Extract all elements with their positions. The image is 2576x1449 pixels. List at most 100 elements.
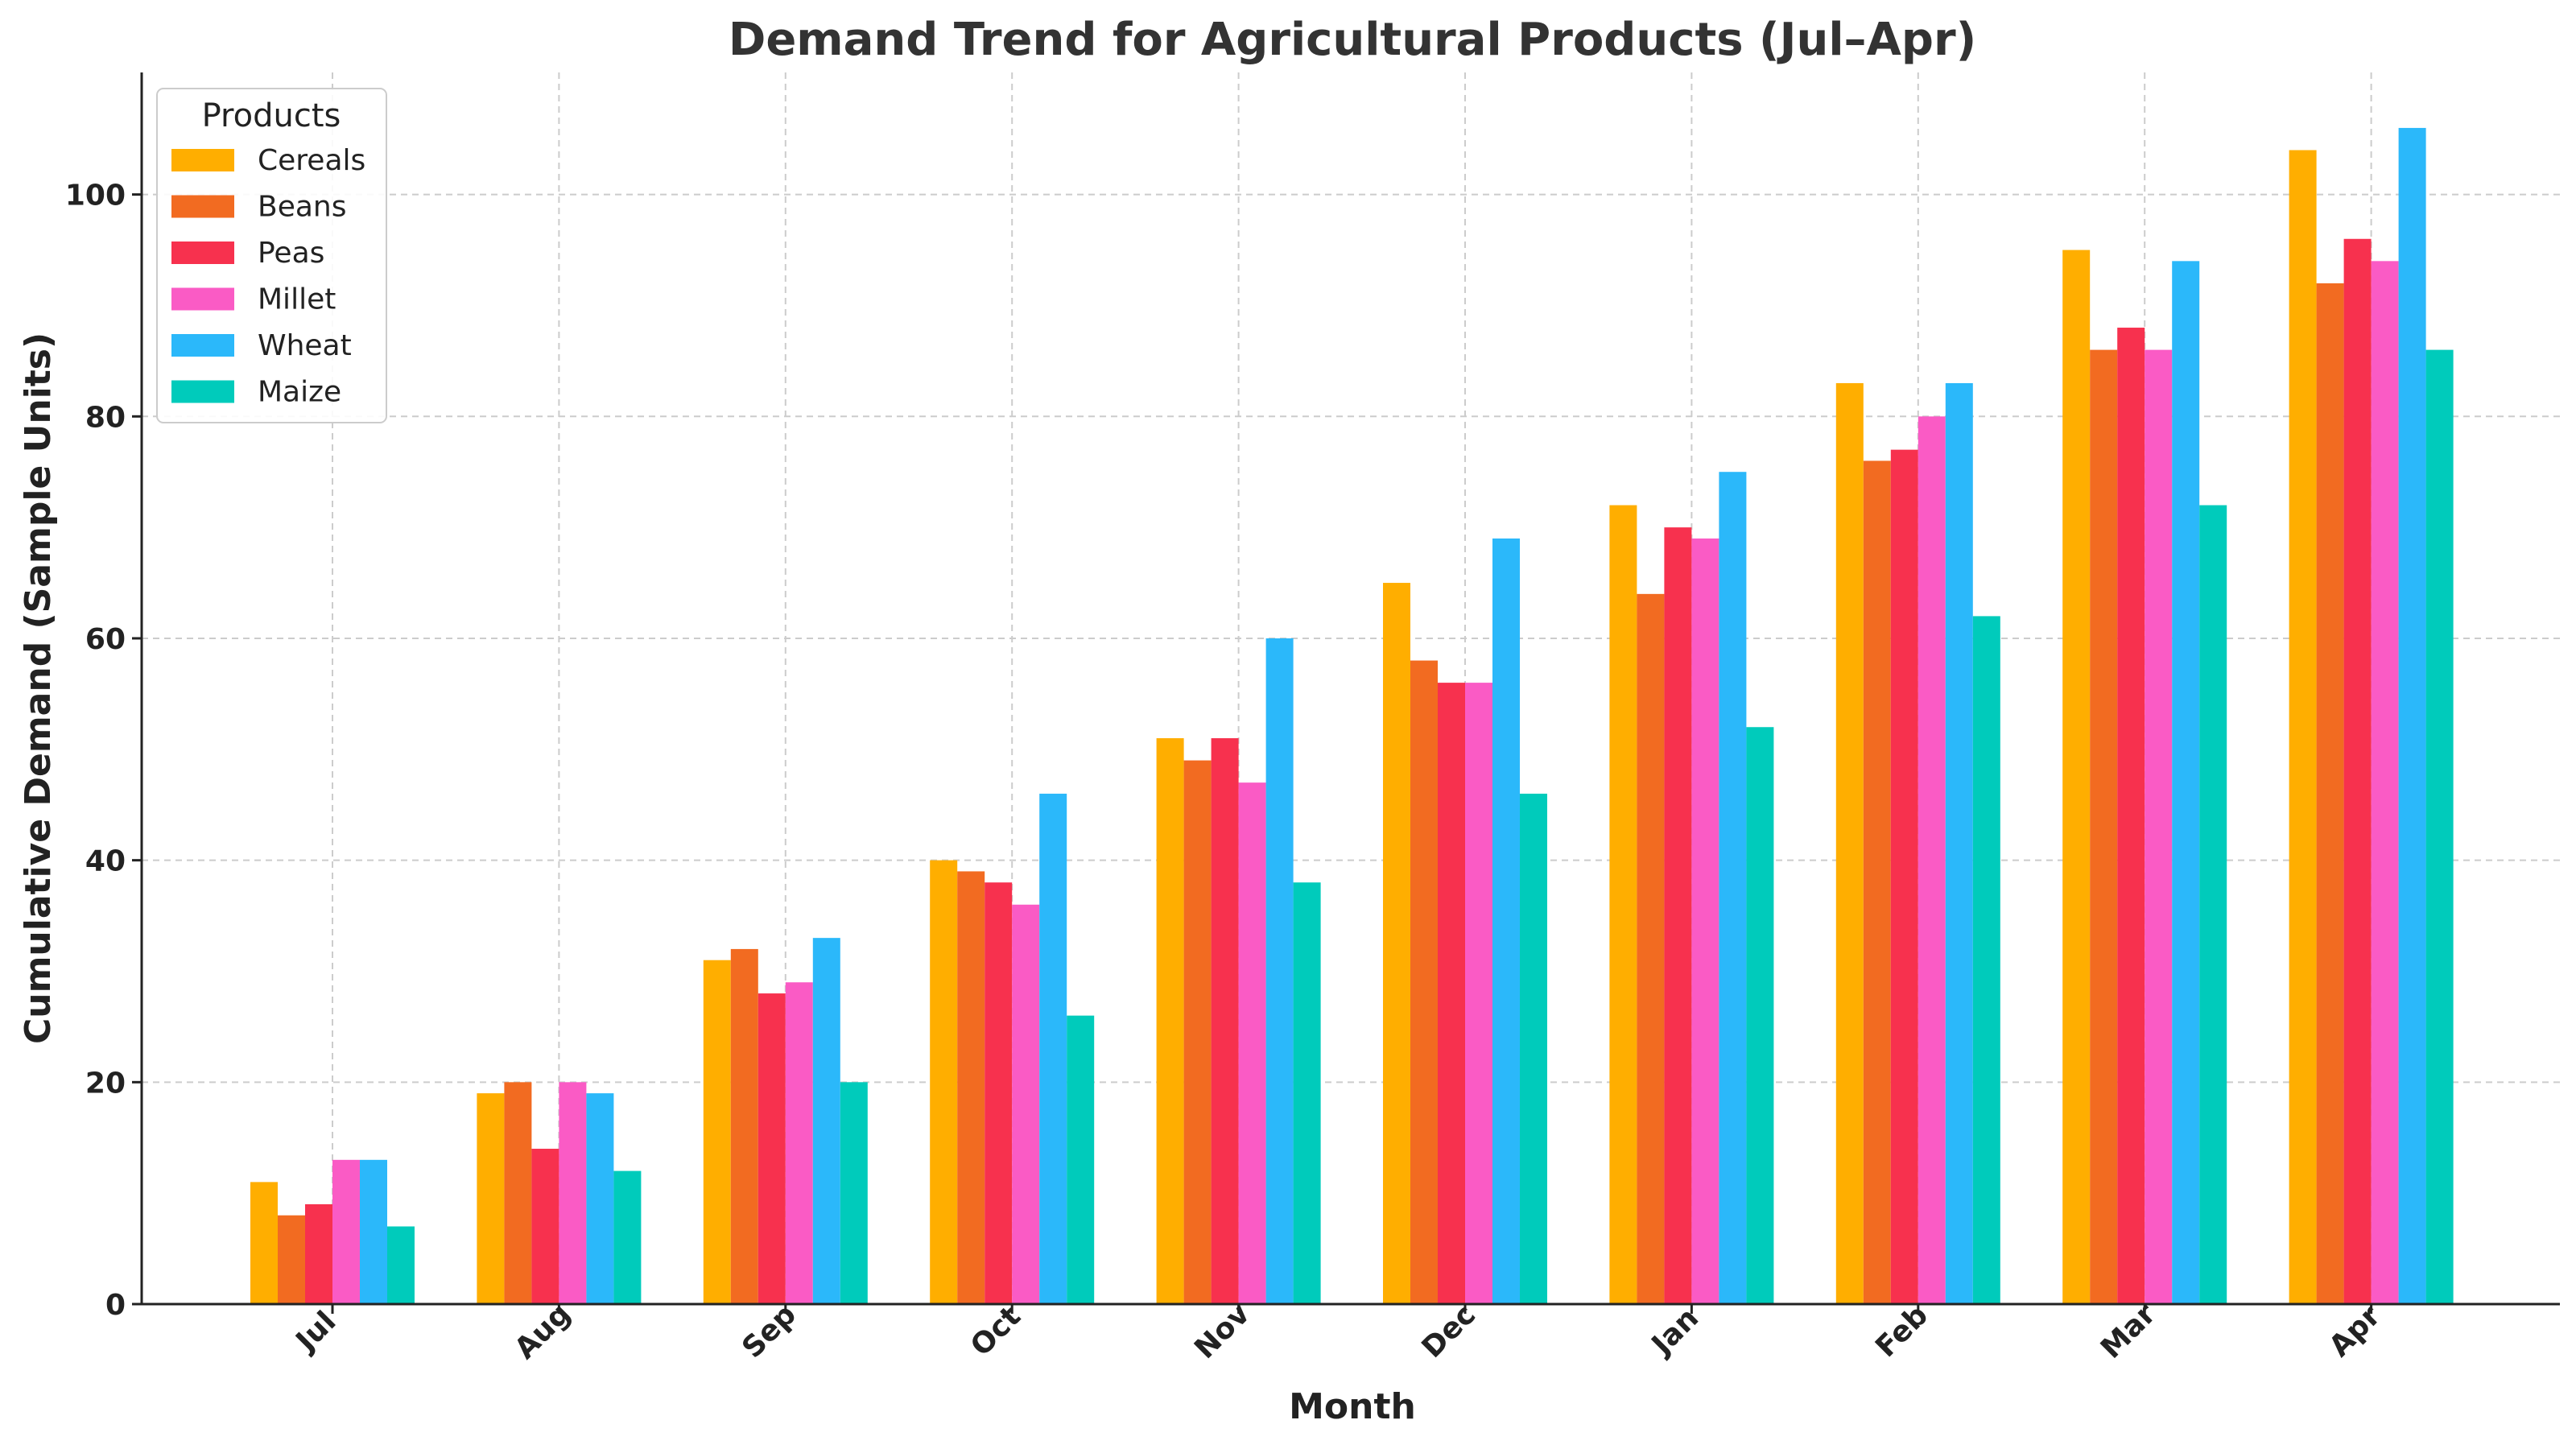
bar-peas-dec: [1438, 683, 1465, 1304]
bar-maize-feb: [1972, 616, 2000, 1304]
legend-title: Products: [202, 97, 341, 134]
bar-millet-jan: [1691, 538, 1719, 1304]
bar-peas-sep: [758, 993, 786, 1304]
series-maize: [387, 349, 2454, 1304]
bar-wheat-aug: [586, 1093, 614, 1304]
bar-beans-oct: [957, 871, 985, 1304]
bar-millet-sep: [785, 982, 813, 1304]
x-tick-label: Dec: [1416, 1298, 1482, 1364]
bar-cereals-jul: [250, 1182, 278, 1304]
bar-beans-jul: [278, 1215, 305, 1304]
bar-maize-aug: [613, 1170, 642, 1304]
bar-wheat-jan: [1719, 472, 1747, 1304]
bar-millet-jul: [332, 1159, 360, 1304]
x-tick-label: Jul: [288, 1305, 342, 1359]
bar-millet-dec: [1465, 683, 1492, 1304]
bar-peas-nov: [1211, 738, 1239, 1304]
series-peas: [305, 238, 2372, 1305]
legend-label-wheat: Wheat: [258, 329, 352, 362]
bar-cereals-mar: [2062, 250, 2091, 1304]
x-tick-label: Nov: [1188, 1298, 1256, 1365]
bar-beans-aug: [504, 1082, 532, 1304]
bar-maize-jul: [387, 1226, 415, 1304]
bar-maize-nov: [1293, 882, 1321, 1304]
bar-peas-oct: [985, 882, 1013, 1304]
x-axis-label: Month: [1289, 1386, 1416, 1427]
y-axis-label: Cumulative Demand (Sample Units): [18, 332, 59, 1044]
x-tick-label: Apr: [2323, 1299, 2388, 1364]
bar-millet-mar: [2145, 349, 2173, 1304]
bar-beans-sep: [730, 948, 758, 1304]
bar-peas-jan: [1664, 527, 1692, 1304]
y-tick-label: 100: [65, 180, 126, 213]
x-tick-label: Oct: [964, 1300, 1027, 1363]
legend-swatch-beans: [171, 195, 234, 218]
bar-millet-nov: [1238, 782, 1266, 1304]
legend-swatch-millet: [171, 287, 234, 311]
series-beans: [278, 283, 2344, 1305]
bar-wheat-dec: [1492, 538, 1520, 1304]
legend-label-peas: Peas: [258, 237, 324, 270]
series-wheat: [360, 127, 2426, 1305]
bar-wheat-oct: [1039, 793, 1067, 1304]
bar-beans-dec: [1410, 660, 1438, 1304]
chart-title: Demand Trend for Agricultural Products (…: [729, 14, 1976, 66]
bars: [250, 127, 2454, 1305]
y-tick-label: 40: [85, 845, 126, 878]
x-tick-label: Mar: [2095, 1298, 2162, 1365]
bar-millet-feb: [1918, 416, 1946, 1304]
bar-wheat-nov: [1265, 638, 1294, 1304]
bar-wheat-apr: [2398, 127, 2426, 1304]
y-tick-label: 60: [85, 623, 126, 656]
legend-swatch-peas: [171, 242, 234, 264]
bar-peas-apr: [2343, 238, 2372, 1305]
legend-label-cereals: Cereals: [258, 144, 365, 177]
bar-cereals-apr: [2289, 150, 2317, 1305]
bar-wheat-jul: [360, 1159, 387, 1304]
bar-peas-feb: [1890, 449, 1918, 1304]
bar-peas-mar: [2117, 328, 2145, 1304]
y-tick-label: 0: [105, 1289, 126, 1322]
legend-label-beans: Beans: [258, 191, 346, 224]
bar-beans-nov: [1183, 760, 1212, 1304]
legend-items: Cereals Beans Peas Millet Wheat Maize: [171, 144, 365, 409]
bar-maize-oct: [1067, 1015, 1095, 1304]
bar-beans-mar: [2090, 349, 2118, 1304]
bar-millet-aug: [559, 1082, 587, 1304]
bar-maize-jan: [1746, 727, 1774, 1304]
bar-cereals-dec: [1383, 583, 1410, 1304]
x-tick-label: Sep: [736, 1298, 803, 1364]
series-cereals: [250, 150, 2317, 1305]
axes: [140, 72, 2560, 1306]
bar-wheat-feb: [1945, 382, 1973, 1305]
bar-millet-oct: [1012, 904, 1040, 1304]
bar-maize-dec: [1520, 793, 1547, 1304]
bar-cereals-sep: [703, 960, 731, 1304]
bar-beans-jan: [1637, 593, 1665, 1304]
bar-peas-jul: [305, 1203, 332, 1304]
bar-beans-apr: [2316, 283, 2344, 1305]
legend-swatch-wheat: [171, 334, 234, 357]
y-tick-label: 20: [85, 1067, 126, 1100]
bar-cereals-oct: [930, 860, 958, 1304]
bar-peas-aug: [531, 1149, 559, 1304]
bar-cereals-nov: [1156, 738, 1184, 1304]
bar-maize-apr: [2425, 349, 2454, 1304]
bar-maize-mar: [2199, 505, 2227, 1304]
series-millet: [332, 261, 2399, 1304]
legend: Products Cereals Beans Peas Millet Wheat Maiz…: [156, 88, 387, 423]
bar-cereals-jan: [1609, 505, 1637, 1304]
bar-wheat-mar: [2172, 261, 2200, 1304]
bar-millet-apr: [2371, 261, 2399, 1304]
bar-wheat-sep: [812, 938, 840, 1304]
x-tick-label: Aug: [509, 1297, 577, 1365]
bar-maize-sep: [840, 1082, 868, 1304]
y-tick-label: 80: [85, 401, 126, 434]
legend-swatch-cereals: [171, 149, 234, 171]
bar-beans-feb: [1863, 460, 1891, 1305]
bar-cereals-aug: [477, 1093, 505, 1304]
x-tick-label: Jan: [1644, 1302, 1705, 1363]
legend-label-millet: Millet: [258, 283, 336, 316]
